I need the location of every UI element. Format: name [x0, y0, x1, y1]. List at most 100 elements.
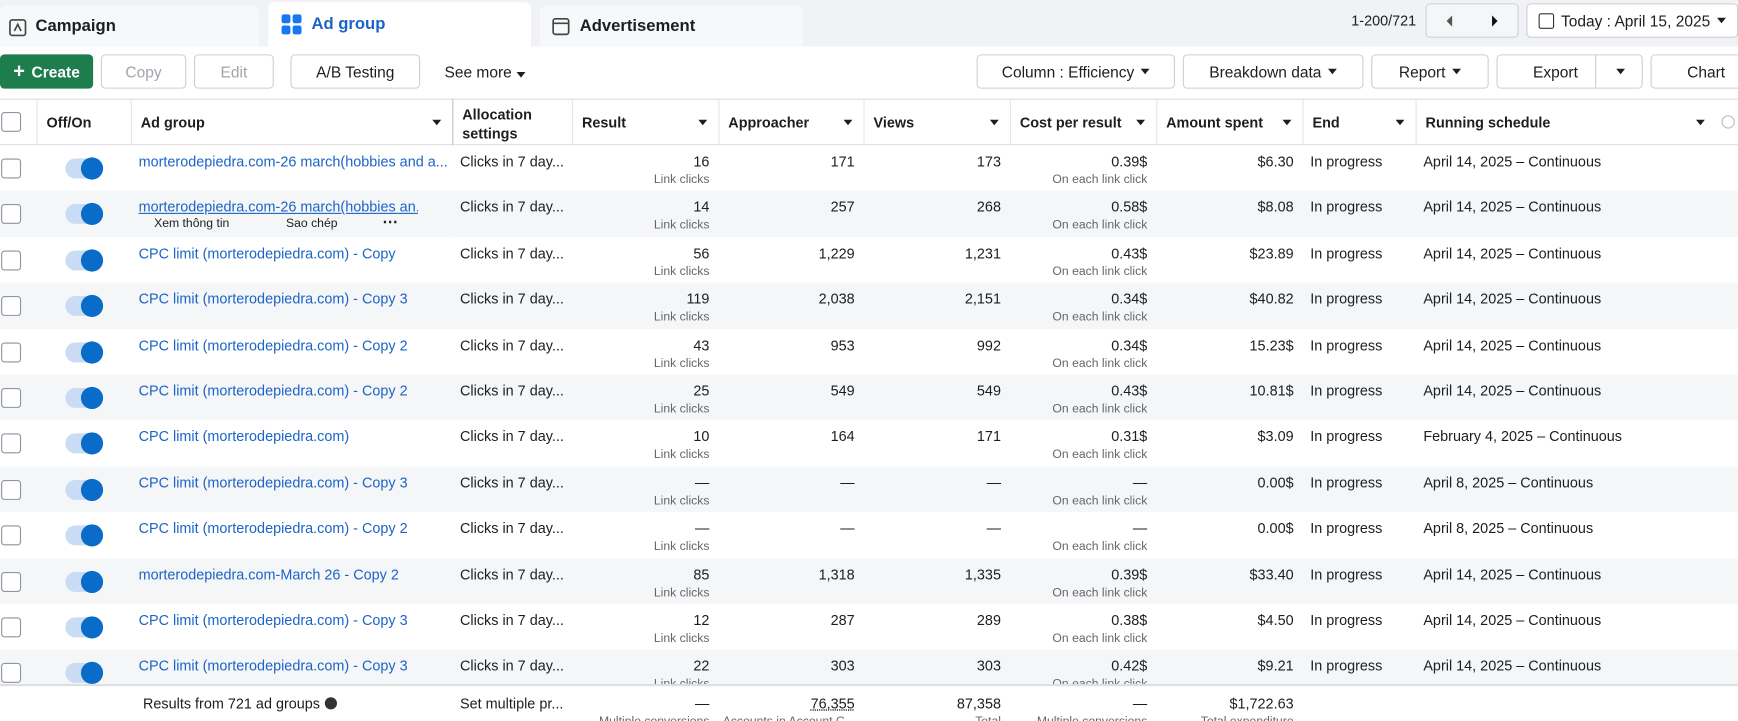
checkbox[interactable] [1, 158, 22, 179]
checkbox[interactable] [1, 296, 22, 317]
ad-group-name[interactable]: morterodepiedra.com-26 march(hobbies and… [138, 152, 448, 170]
result-sub: Link clicks [653, 402, 710, 416]
toggle[interactable] [65, 157, 104, 180]
table-row [0, 420, 1738, 467]
result-sub: Link clicks [653, 540, 710, 554]
checkbox[interactable] [1, 571, 22, 592]
approacher: 2,038 [818, 290, 855, 308]
ad-group-name[interactable]: CPC limit (morterodepiedra.com) - Copy 3 [138, 474, 408, 491]
tab[interactable]: Campaign [0, 5, 260, 47]
result-sub: Link clicks [653, 494, 710, 508]
copy-button[interactable]: Copy [100, 54, 187, 89]
result: — [695, 520, 710, 537]
cost: 0.38$ [1111, 611, 1148, 629]
spent: $6.30 [1257, 152, 1294, 170]
spent: $40.82 [1249, 290, 1294, 308]
schedule: April 14, 2025 – Continuous [1423, 198, 1602, 216]
checkbox[interactable] [1, 250, 22, 271]
tab[interactable]: Advertisement [539, 5, 803, 47]
schedule: April 14, 2025 – Continuous [1423, 336, 1602, 354]
checkbox[interactable] [1, 663, 22, 684]
cost-sub: On each link click [1052, 448, 1148, 462]
ad-group-name[interactable]: CPC limit (morterodepiedra.com) - Copy 3 [138, 657, 408, 675]
checkbox[interactable] [1, 479, 22, 500]
ad-group-name[interactable]: CPC limit (morterodepiedra.com) [138, 428, 350, 445]
toggle[interactable] [65, 340, 104, 364]
ad-group-name[interactable]: morterodepiedra.com-March 26 - Copy 2 [138, 565, 399, 583]
breakdown-button[interactable]: Breakdown data [1182, 54, 1364, 89]
schedule: April 14, 2025 – Continuous [1423, 244, 1602, 262]
spent: $9.21 [1257, 657, 1294, 675]
ad-group-name[interactable]: CPC limit (morterodepiedra.com) - Copy 3 [138, 290, 408, 308]
toggle[interactable] [65, 662, 104, 685]
pager[interactable] [1425, 3, 1519, 38]
cost: 0.34$ [1111, 336, 1148, 354]
end: In progress [1310, 565, 1383, 583]
ad-group-name[interactable]: CPC limit (morterodepiedra.com) - Copy 2 [138, 336, 408, 354]
ad-group-name[interactable]: morterodepiedra.com-26 march(hobbies an.… [138, 198, 418, 216]
end: In progress [1310, 657, 1383, 675]
ad-group-name[interactable]: CPC limit (morterodepiedra.com) - Copy 3 [138, 611, 408, 629]
sort-caret[interactable] [1136, 119, 1146, 126]
checkbox[interactable] [1, 433, 22, 454]
add-column[interactable] [1721, 115, 1735, 129]
end: In progress [1310, 336, 1383, 354]
checkbox[interactable] [1, 617, 22, 638]
report-button[interactable]: Report [1371, 54, 1489, 89]
tab-active[interactable]: Ad group [268, 2, 531, 49]
allocation: Clicks in 7 day... [460, 657, 564, 675]
see-more[interactable]: See more [445, 63, 525, 81]
schedule: April 14, 2025 – Continuous [1423, 611, 1602, 629]
ad-group-name[interactable]: CPC limit (morterodepiedra.com) - Copy 2 [138, 520, 408, 537]
checkbox[interactable] [1, 111, 22, 132]
row-action[interactable]: Sao chép [285, 217, 338, 232]
create-button[interactable]: + Create [0, 54, 94, 89]
toggle[interactable] [65, 616, 104, 639]
row-action[interactable]: Xem thông tin [154, 217, 230, 232]
sort-caret[interactable] [1282, 119, 1292, 126]
schedule: April 8, 2025 – Continuous [1423, 520, 1594, 537]
toggle[interactable] [65, 524, 104, 547]
approacher: — [840, 520, 855, 537]
edit-button[interactable]: Edit [193, 54, 274, 89]
footer-spent-sub: Total expenditure [1161, 715, 1294, 721]
pagination: 1-200/721 [1351, 12, 1417, 29]
sort-caret[interactable] [698, 119, 708, 126]
toggle[interactable] [65, 386, 104, 410]
sort-caret[interactable] [989, 119, 999, 126]
ab-button[interactable]: A/B Testing [290, 54, 421, 89]
checkbox[interactable] [1, 342, 22, 363]
info-icon[interactable] [324, 697, 337, 710]
sort-caret[interactable] [432, 119, 442, 126]
end: In progress [1310, 520, 1383, 537]
ad-group-name[interactable]: CPC limit (morterodepiedra.com) - Copy [138, 244, 396, 262]
result: 16 [693, 152, 710, 170]
checkbox[interactable] [1, 387, 22, 408]
chart-button[interactable]: Chart [1650, 54, 1738, 89]
checkbox[interactable] [1, 525, 22, 546]
cost-sub: On each link click [1052, 402, 1148, 416]
sort-caret[interactable] [843, 119, 853, 126]
export-button[interactable]: Export [1496, 54, 1643, 89]
views: 992 [976, 336, 1001, 354]
sort-caret[interactable] [1696, 119, 1705, 126]
date-picker[interactable]: Today : April 15, 2025 [1526, 3, 1738, 38]
icon [281, 14, 302, 35]
views: 549 [976, 382, 1001, 400]
checkbox[interactable] [1, 204, 22, 225]
column-button[interactable]: Column : Efficiency [976, 54, 1176, 89]
toggle[interactable] [65, 203, 104, 226]
toggle[interactable] [65, 478, 104, 501]
allocation: Clicks in 7 day... [460, 290, 564, 308]
toggle[interactable] [65, 570, 104, 593]
cost-sub: On each link click [1052, 356, 1148, 370]
spent: $3.09 [1257, 428, 1294, 445]
toggle[interactable] [65, 249, 104, 272]
cost-sub: On each link click [1052, 172, 1148, 187]
toggle[interactable] [65, 432, 104, 455]
end: In progress [1310, 244, 1383, 262]
toggle[interactable] [65, 295, 104, 318]
sort-caret[interactable] [1395, 119, 1405, 126]
ad-group-name[interactable]: CPC limit (morterodepiedra.com) - Copy 2 [138, 382, 408, 400]
